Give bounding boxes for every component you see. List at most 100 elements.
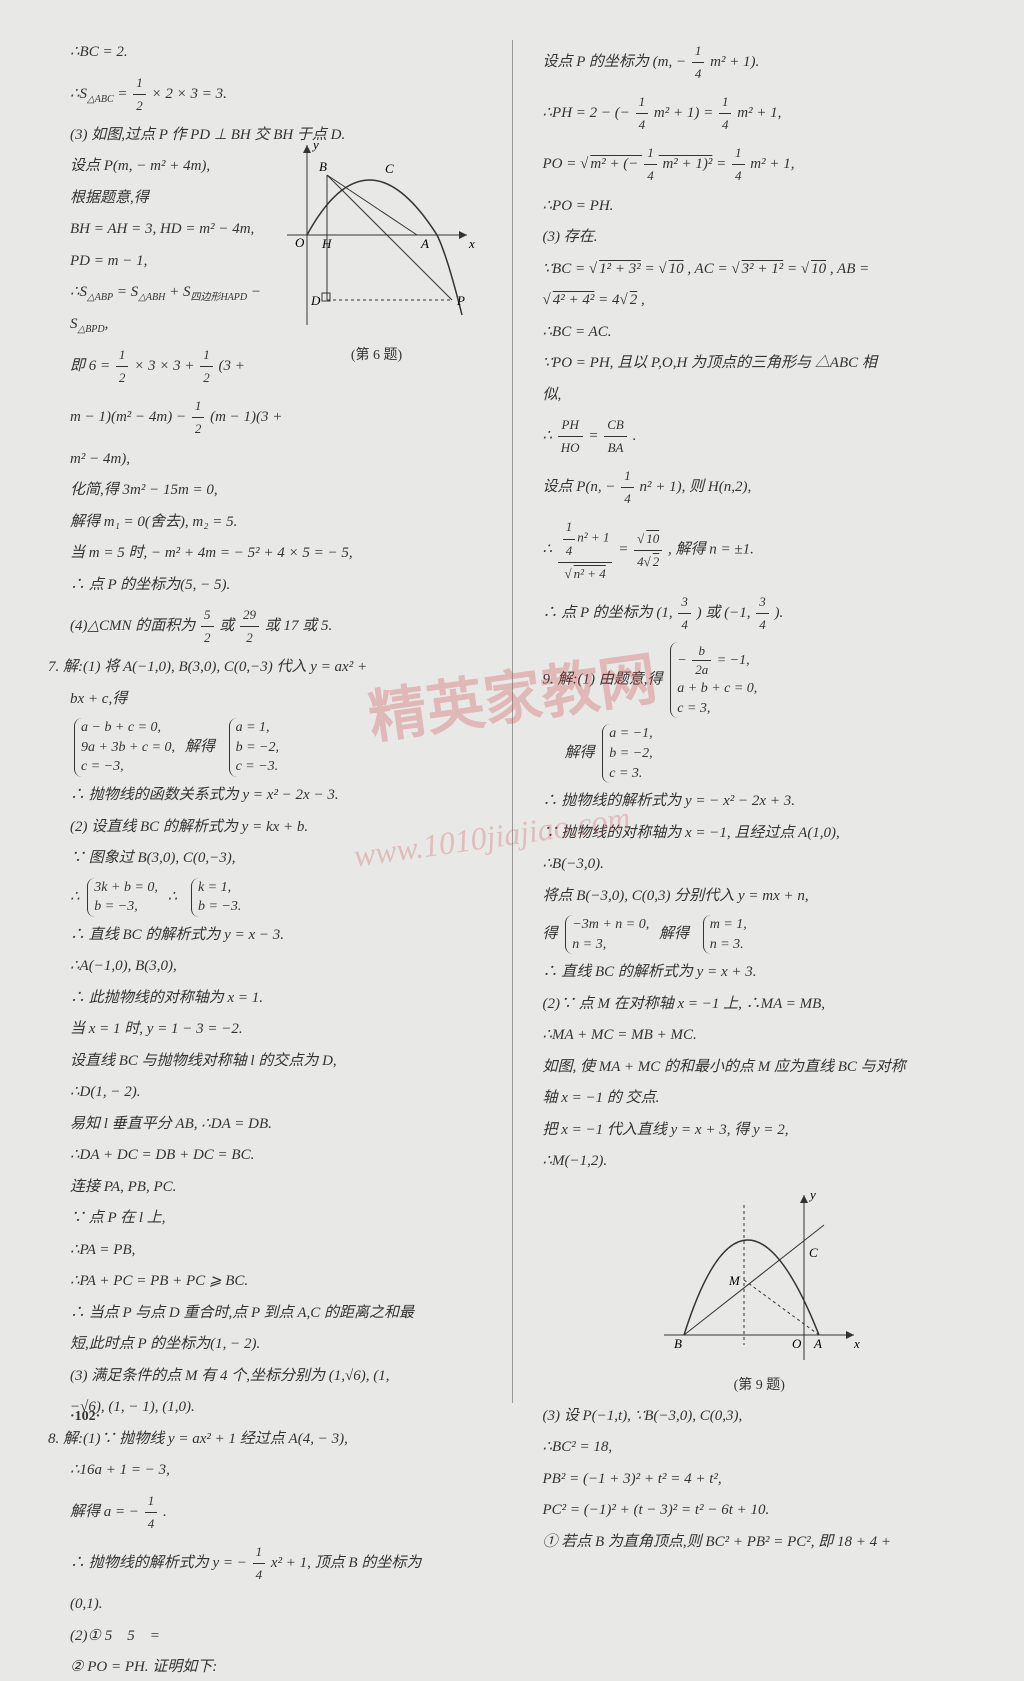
text-line: ∴PA + PC = PB + PC ⩾ BC. bbox=[48, 1269, 482, 1295]
svg-text:B: B bbox=[674, 1336, 682, 1351]
text-line: 化简,得 3m² − 15m = 0, bbox=[48, 478, 482, 504]
text-line: ∴D(1, − 2). bbox=[48, 1080, 482, 1106]
svg-text:A: A bbox=[420, 236, 429, 251]
text-line: ∵ 抛物线的对称轴为 x = −1, 且经过点 A(1,0), bbox=[543, 821, 977, 847]
text-line: BH = AH = 3, HD = m² − 4m, bbox=[48, 217, 288, 243]
figure-9-caption: (第 9 题) bbox=[644, 1374, 874, 1394]
text-line: ∴ 点 P 的坐标为 (1, 34 ) 或 (−1, 34 ). bbox=[543, 591, 977, 636]
text-line: m − 1)(m² − 4m) − 12 (m − 1)(3 + bbox=[48, 395, 288, 440]
equation-system: a − b + c = 0, 9a + 3b + c = 0, c = −3, … bbox=[48, 718, 482, 777]
text-line: 当 x = 1 时, y = 1 − 3 = −2. bbox=[48, 1017, 482, 1043]
left-column: ∴BC = 2. ∴S△ABC = 12 × 2 × 3 = 3. (3) 如图… bbox=[48, 40, 482, 1403]
text-line: ∴ PHHO = CBBA . bbox=[543, 414, 977, 459]
text-line: ∴ 直线 BC 的解析式为 y = x + 3. bbox=[543, 960, 977, 986]
svg-text:O: O bbox=[792, 1336, 802, 1351]
text-line: S△BPD, bbox=[48, 312, 288, 338]
text-line: 设点 P 的坐标为 (m, − 14 m² + 1). bbox=[543, 40, 977, 85]
text-line: ∴DA + DC = DB + DC = BC. bbox=[48, 1143, 482, 1169]
text-line: 即 6 = 12 × 3 × 3 + 12 (3 + bbox=[48, 344, 288, 389]
svg-text:D: D bbox=[310, 293, 321, 308]
text-line: (2) 设直线 BC 的解析式为 y = kx + b. bbox=[48, 815, 482, 841]
svg-text:H: H bbox=[321, 236, 332, 251]
text-line: ∴ 抛物线的解析式为 y = − 14 x² + 1, 顶点 B 的坐标为 bbox=[48, 1541, 482, 1586]
text-line: ∴ 此抛物线的对称轴为 x = 1. bbox=[48, 986, 482, 1012]
svg-text:O: O bbox=[295, 235, 305, 250]
text-line: PB² = (−1 + 3)² + t² = 4 + t², bbox=[543, 1467, 977, 1493]
svg-text:x: x bbox=[468, 236, 475, 251]
text-line: ∴ 当点 P 与点 D 重合时,点 P 到点 A,C 的距离之和最 bbox=[48, 1301, 482, 1327]
text-line: (0,1). bbox=[48, 1592, 482, 1618]
text-line: (3) 存在. bbox=[543, 225, 977, 251]
text-line: ∴ 14n² + 1 √n² + 4 = √10 4√2 , 解得 n = ±1… bbox=[543, 516, 977, 584]
text-line: ∴S△ABC = 12 × 2 × 3 = 3. bbox=[48, 72, 482, 117]
text-line: (3) 满足条件的点 M 有 4 个,坐标分别为 (1,√6), (1, bbox=[48, 1364, 482, 1390]
text-line: 设点 P(n, − 14 n² + 1), 则 H(n,2), bbox=[543, 465, 977, 510]
text-line: PO = √m² + (− 14 m² + 1)² = 14 m² + 1, bbox=[543, 142, 977, 187]
text-line: (2)① 5 5 = bbox=[48, 1624, 482, 1650]
svg-text:C: C bbox=[809, 1245, 818, 1260]
text-line: m² − 4m), bbox=[48, 447, 288, 473]
text-line: bx + c,得 bbox=[48, 687, 482, 713]
figure-6-caption: (第 6 题) bbox=[272, 344, 482, 364]
text-line: ∴MA + MC = MB + MC. bbox=[543, 1023, 977, 1049]
problem-9: 9. 解:(1) 由题意,得 − b2a = −1, a + b + c = 0… bbox=[543, 642, 977, 719]
text-line: ∴A(−1,0), B(3,0), bbox=[48, 954, 482, 980]
text-line: ∴PO = PH. bbox=[543, 194, 977, 220]
svg-text:M: M bbox=[728, 1273, 741, 1288]
text-line: PC² = (−1)² + (t − 3)² = t² − 6t + 10. bbox=[543, 1498, 977, 1524]
text-line: ∴ 点 P 的坐标为(5, − 5). bbox=[48, 573, 482, 599]
text-line: 将点 B(−3,0), C(0,3) 分别代入 y = mx + n, bbox=[543, 884, 977, 910]
equation-system: 得 −3m + n = 0, n = 3, 解得 m = 1, n = 3. bbox=[543, 915, 977, 954]
right-column: 设点 P 的坐标为 (m, − 14 m² + 1). ∴PH = 2 − (−… bbox=[543, 40, 977, 1403]
svg-text:A: A bbox=[813, 1336, 822, 1351]
text-line: ∴M(−1,2). bbox=[543, 1149, 977, 1175]
problem-8: 8. 解:(1)∵ 抛物线 y = ax² + 1 经过点 A(4, − 3), bbox=[48, 1427, 482, 1453]
text-line: ∴B(−3,0). bbox=[543, 852, 977, 878]
text-line: (2)∵ 点 M 在对称轴 x = −1 上, ∴MA = MB, bbox=[543, 992, 977, 1018]
text-line: ∴BC = AC. bbox=[543, 320, 977, 346]
text-line: ∴PA = PB, bbox=[48, 1238, 482, 1264]
svg-text:x: x bbox=[853, 1336, 860, 1351]
text-line: 轴 x = −1 的 交点. bbox=[543, 1086, 977, 1112]
figure-6: O H A B C D P x y (第 6 题) bbox=[272, 135, 482, 365]
problem-7: 7. 解:(1) 将 A(−1,0), B(3,0), C(0,−3) 代入 y… bbox=[48, 655, 482, 681]
svg-text:B: B bbox=[319, 159, 327, 174]
svg-text:C: C bbox=[385, 161, 394, 176]
text-line: 似, bbox=[543, 383, 977, 409]
figure-9: O A B C M x y (第 9 题) bbox=[644, 1185, 874, 1394]
text-line: ∴BC² = 18, bbox=[543, 1435, 977, 1461]
text-line: 如图, 使 MA + MC 的和最小的点 M 应为直线 BC 与对称 bbox=[543, 1055, 977, 1081]
text-line: (3) 设 P(−1,t), ∵B(−3,0), C(0,3), bbox=[543, 1404, 977, 1430]
text-line: 解得 m₁ = 0(舍去), m₂ = 5. bbox=[48, 510, 482, 536]
text-line: 根据题意,得 bbox=[48, 186, 288, 212]
text-line: ∵ 图象过 B(3,0), C(0,−3), bbox=[48, 846, 482, 872]
text-line: ② PO = PH. 证明如下: bbox=[48, 1655, 482, 1681]
text-line: 解得 a = − 14 . bbox=[48, 1490, 482, 1535]
text-line: ∴16a + 1 = − 3, bbox=[48, 1458, 482, 1484]
column-divider bbox=[512, 40, 513, 1403]
page-content: ∴BC = 2. ∴S△ABC = 12 × 2 × 3 = 3. (3) 如图… bbox=[48, 40, 976, 1403]
page-number: ·102· bbox=[70, 1409, 100, 1425]
text-line: 易知 l 垂直平分 AB, ∴DA = DB. bbox=[48, 1112, 482, 1138]
text-line: 短,此时点 P 的坐标为(1, − 2). bbox=[48, 1332, 482, 1358]
text-line: −√6), (1, − 1), (1,0). bbox=[48, 1395, 482, 1421]
text-line: 连接 PA, PB, PC. bbox=[48, 1175, 482, 1201]
figure-6-svg: O H A B C D P x y bbox=[277, 135, 477, 335]
figure-9-svg: O A B C M x y bbox=[654, 1185, 864, 1365]
text-line: (4)△CMN 的面积为 52 或 292 或 17 或 5. bbox=[48, 604, 482, 649]
text-line: √4² + 4² = 4√2 , bbox=[543, 288, 977, 314]
equation-system: 解得 a = −1, b = −2, c = 3. bbox=[543, 724, 977, 783]
text-line: ∴ 直线 BC 的解析式为 y = x − 3. bbox=[48, 923, 482, 949]
text-line: 设直线 BC 与抛物线对称轴 l 的交点为 D, bbox=[48, 1049, 482, 1075]
text-line: ∴PH = 2 − (− 14 m² + 1) = 14 m² + 1, bbox=[543, 91, 977, 136]
text-line: ∴BC = 2. bbox=[48, 40, 482, 66]
text-line: ∵PO = PH, 且以 P,O,H 为顶点的三角形与 △ABC 相 bbox=[543, 351, 977, 377]
text-line: 设点 P(m, − m² + 4m), bbox=[48, 154, 288, 180]
text-line: ① 若点 B 为直角顶点,则 BC² + PB² = PC², 即 18 + 4… bbox=[543, 1530, 977, 1556]
text-line: ∵BC = √1² + 3² = √10 , AC = √3² + 1² = √… bbox=[543, 257, 977, 283]
text-line: ∴ 抛物线的函数关系式为 y = x² − 2x − 3. bbox=[48, 783, 482, 809]
text-line: ∴S△ABP = S△ABH + S四边形HAPD − bbox=[48, 280, 288, 306]
equation-system: ∴ 3k + b = 0, b = −3, ∴ k = 1, b = −3. bbox=[48, 878, 482, 917]
text-line: ∴ 抛物线的解析式为 y = − x² − 2x + 3. bbox=[543, 789, 977, 815]
text-line: 把 x = −1 代入直线 y = x + 3, 得 y = 2, bbox=[543, 1118, 977, 1144]
